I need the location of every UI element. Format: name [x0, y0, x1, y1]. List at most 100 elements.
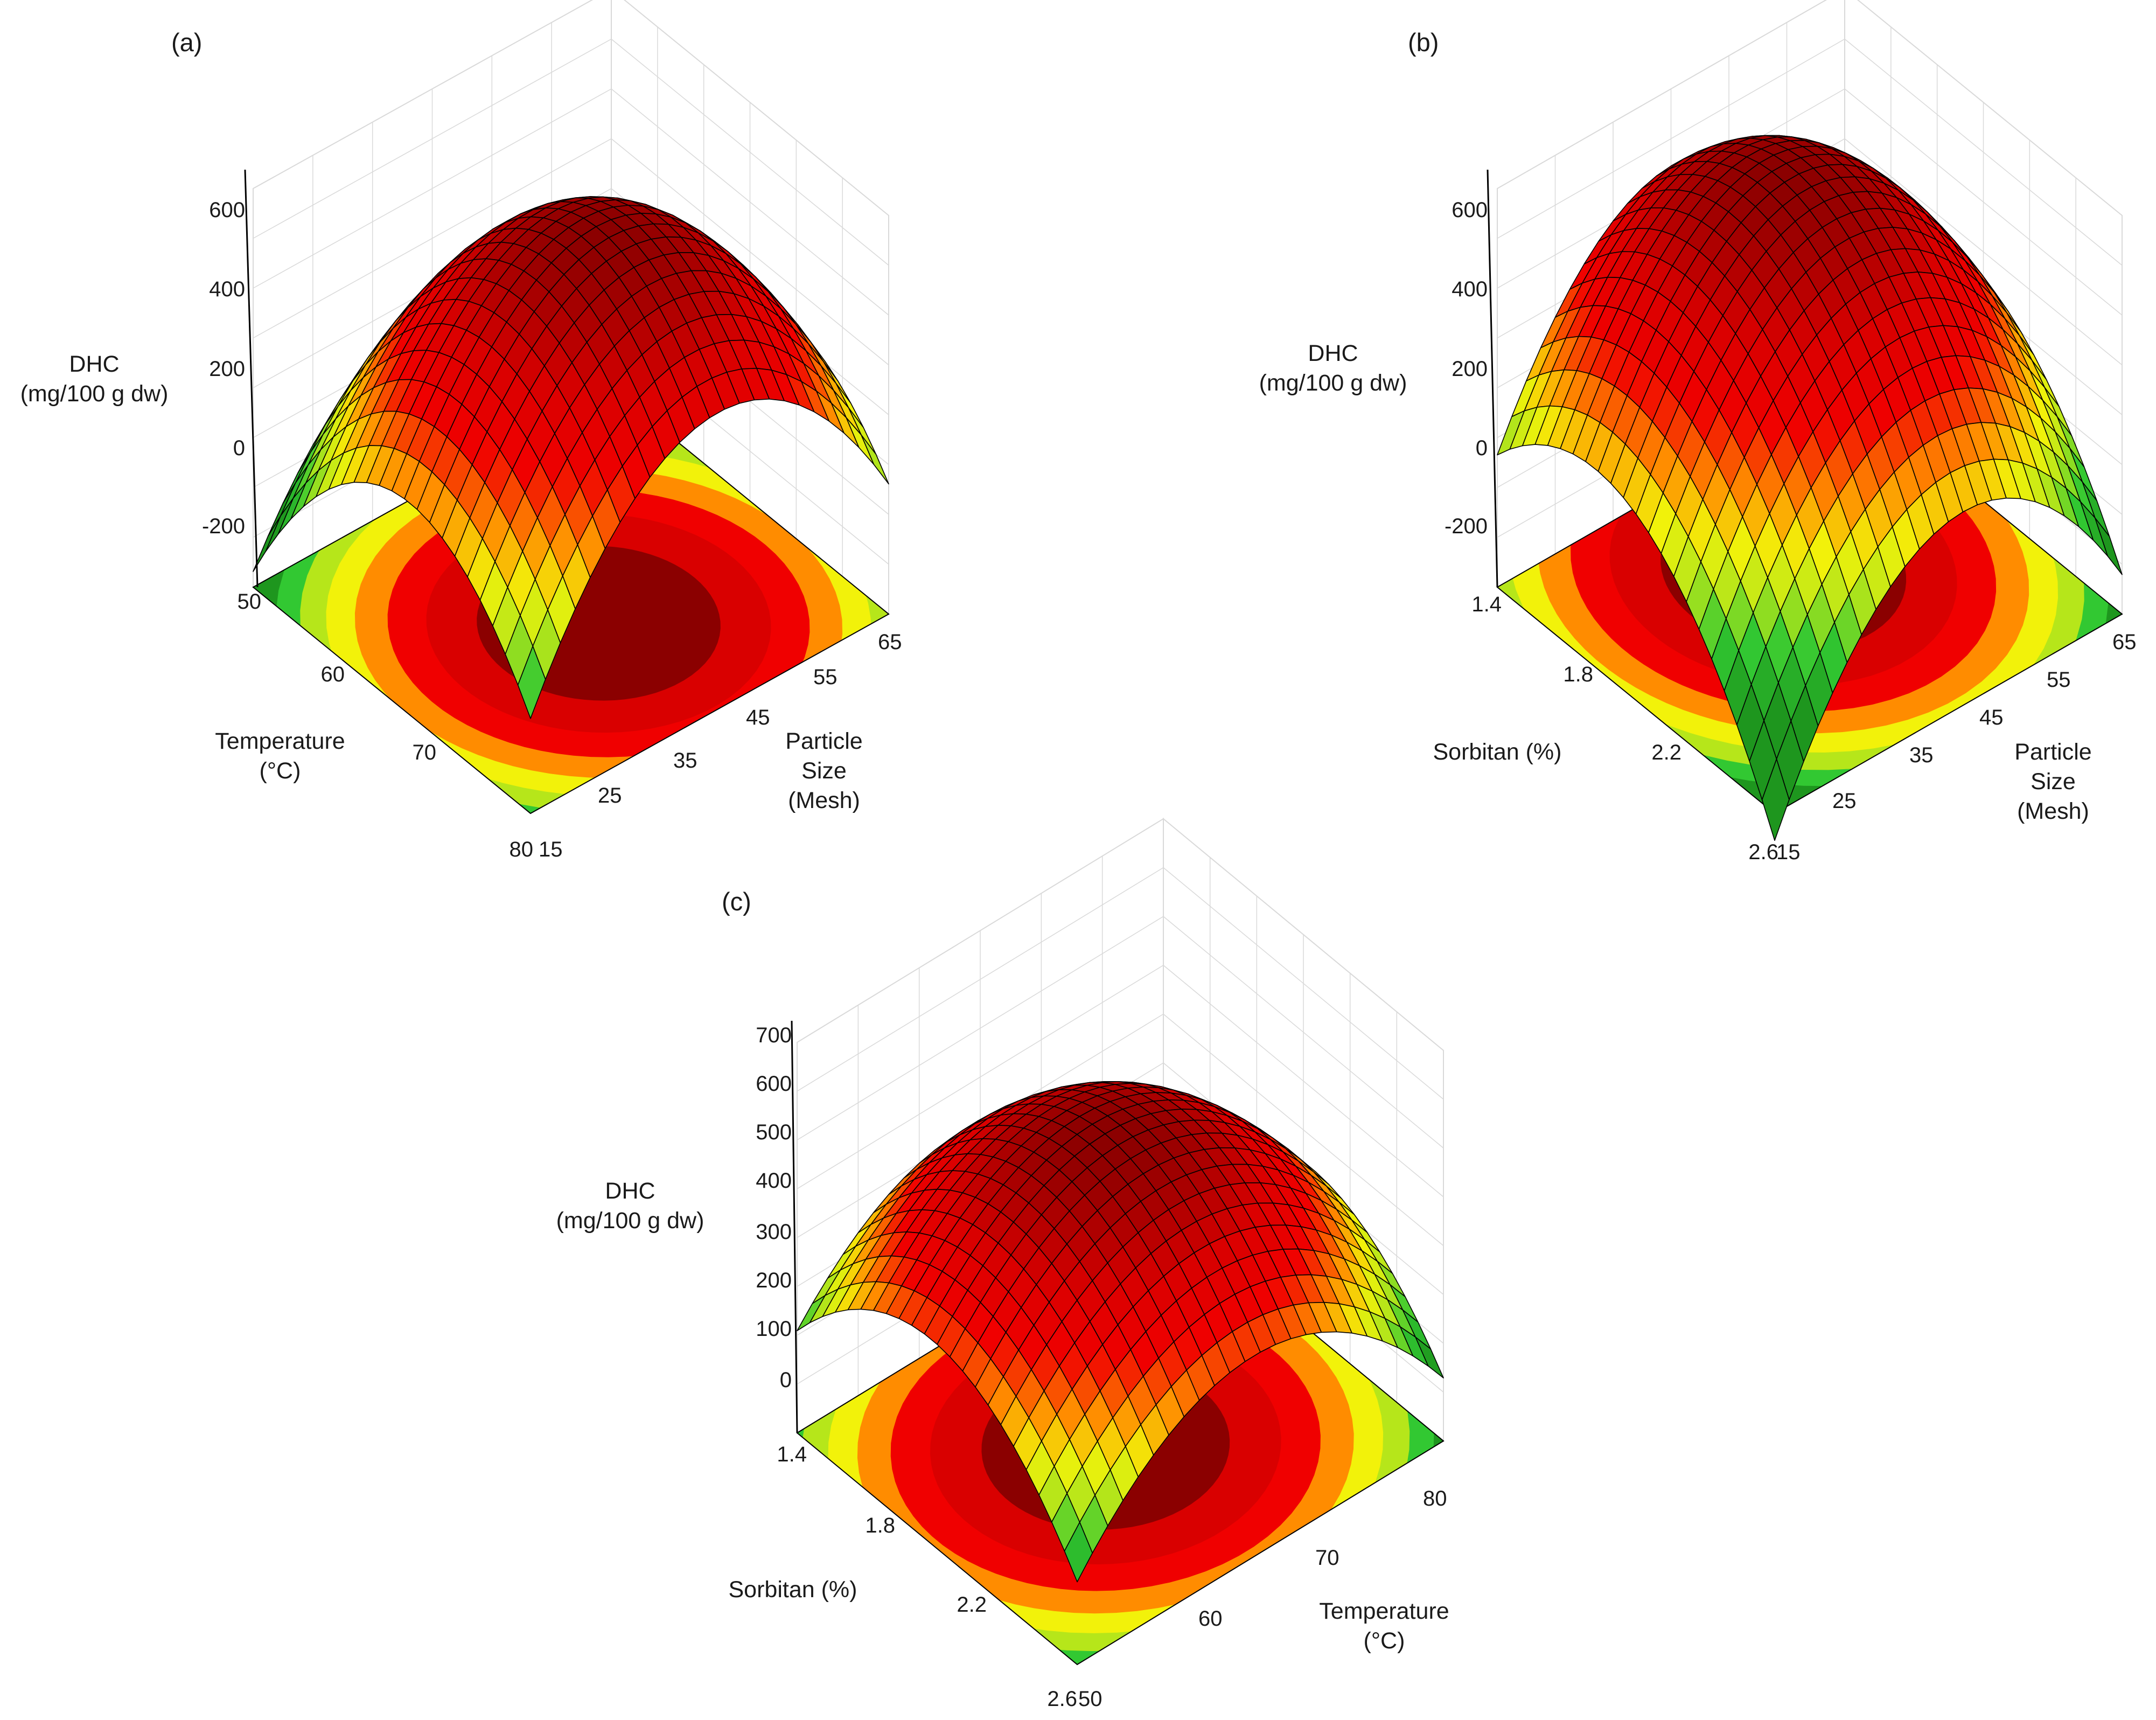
- panel-b-z-ticks: 600 400 200 0 -200: [1445, 198, 1488, 538]
- z-tick: 0: [1476, 436, 1488, 460]
- z-axis-label-line: DHC: [69, 351, 119, 377]
- panel-a-label: (a): [171, 28, 202, 57]
- x-tick: 45: [1979, 706, 2004, 729]
- y-tick: 80: [510, 838, 534, 861]
- y-tick: 60: [321, 663, 345, 686]
- panel-c-label: (c): [722, 887, 751, 916]
- y-tick: 2.6: [1047, 1687, 1077, 1711]
- z-tick: 600: [209, 198, 245, 222]
- y-tick: 1.8: [865, 1514, 895, 1537]
- z-tick: 400: [1452, 277, 1488, 301]
- x-tick: 45: [746, 706, 770, 729]
- x-tick: 80: [1423, 1487, 1447, 1510]
- panel-a-y-label: Temperature (°C): [215, 728, 345, 784]
- panel-b-x-label: Particle Size (Mesh): [2014, 739, 2091, 824]
- x-tick: 25: [1832, 789, 1857, 813]
- panel-b-surface: [1497, 135, 2123, 841]
- panel-c-x-label: Temperature (°C): [1319, 1598, 1449, 1654]
- panel-a-y-ticks: 80 70 60 50: [238, 590, 534, 861]
- z-tick: 0: [780, 1368, 792, 1392]
- x-tick: 25: [598, 784, 622, 807]
- panel-b-z-axis: [1487, 169, 1498, 588]
- x-axis-label-line: Particle: [2014, 739, 2091, 765]
- z-tick: 300: [756, 1220, 792, 1244]
- z-tick: 0: [233, 436, 245, 460]
- panel-b: (b) 600 400 200 0 -200 DHC (mg/100 g dw)…: [1259, 0, 2137, 864]
- panel-c-x-ticks: 50 60 70 80: [1078, 1487, 1447, 1711]
- x-tick: 35: [1909, 743, 1934, 767]
- panel-a-surface: [253, 196, 889, 719]
- panel-b-y-ticks: 2.6 2.2 1.8 1.4: [1471, 593, 1778, 864]
- x-axis-label-line: (Mesh): [788, 788, 860, 813]
- surface-cell: [1064, 1522, 1093, 1583]
- panel-a-z-ticks: 600 400 200 0 -200: [202, 198, 245, 538]
- x-axis-label-line: (Mesh): [2017, 798, 2089, 824]
- panel-a-x-ticks: 15 25 35 45 55 65: [539, 630, 902, 861]
- y-tick: 2.6: [1748, 840, 1778, 864]
- z-tick: 500: [756, 1120, 792, 1144]
- y-tick: 2.2: [957, 1593, 987, 1617]
- z-axis-label-line: (mg/100 g dw): [556, 1208, 704, 1234]
- z-tick: 700: [756, 1023, 792, 1047]
- x-tick: 35: [673, 749, 697, 772]
- z-axis-label-line: DHC: [605, 1178, 655, 1204]
- y-tick: 50: [238, 590, 262, 614]
- panel-c-y-label: Sorbitan (%): [729, 1577, 857, 1603]
- y-axis-label-line: (°C): [260, 758, 301, 784]
- y-tick: 1.8: [1563, 663, 1593, 686]
- x-tick: 65: [2112, 630, 2137, 654]
- panel-c-z-label: DHC (mg/100 g dw): [556, 1178, 704, 1234]
- y-tick: 1.4: [1471, 593, 1502, 616]
- surface-cell: [1761, 758, 1790, 841]
- x-tick: 55: [813, 665, 838, 689]
- x-axis-label-line: Temperature: [1319, 1598, 1449, 1624]
- z-tick: 100: [756, 1317, 792, 1341]
- panel-a: (a) 600 400 200 0 -200 DHC (mg/100 g dw)…: [20, 0, 902, 861]
- panel-c-z-axis: [791, 1020, 798, 1433]
- z-tick: 200: [1452, 357, 1488, 381]
- y-axis-label-line: Sorbitan (%): [1433, 739, 1562, 765]
- panel-b-z-label: DHC (mg/100 g dw): [1259, 340, 1407, 396]
- x-axis-label-line: Size: [2031, 769, 2076, 795]
- panel-c: (c) 700 600 500 400 300 200 100 0 DHC (m…: [556, 817, 1449, 1711]
- x-tick: 60: [1198, 1607, 1223, 1631]
- y-axis-label-line: Temperature: [215, 728, 345, 754]
- z-tick: 600: [1452, 198, 1488, 222]
- z-tick: 600: [756, 1072, 792, 1096]
- x-tick: 65: [878, 630, 902, 654]
- x-axis-label-line: Size: [801, 758, 847, 784]
- x-axis-label-line: Particle: [785, 728, 862, 754]
- x-tick: 15: [1776, 840, 1801, 864]
- z-tick: 400: [209, 277, 245, 301]
- x-tick: 50: [1078, 1687, 1103, 1711]
- z-tick: -200: [1445, 514, 1488, 538]
- y-tick: 2.2: [1651, 741, 1681, 764]
- z-axis-label-line: (mg/100 g dw): [20, 381, 169, 407]
- x-axis-label-line: (°C): [1364, 1628, 1405, 1654]
- panel-c-y-ticks: 2.6 2.2 1.8 1.4: [777, 1443, 1077, 1711]
- z-tick: 200: [756, 1269, 792, 1292]
- surface-cell: [265, 497, 294, 552]
- panel-c-surface: [797, 1081, 1444, 1583]
- y-axis-label-line: Sorbitan (%): [729, 1577, 857, 1603]
- panel-a-z-label: DHC (mg/100 g dw): [20, 351, 169, 407]
- z-tick: -200: [202, 514, 245, 538]
- z-tick: 400: [756, 1169, 792, 1193]
- panel-b-label: (b): [1408, 28, 1439, 57]
- z-axis-label-line: (mg/100 g dw): [1259, 370, 1407, 396]
- surface-cell: [861, 434, 889, 485]
- panel-c-z-ticks: 700 600 500 400 300 200 100 0: [756, 1023, 792, 1392]
- y-tick: 1.4: [777, 1443, 807, 1466]
- panel-b-x-ticks: 15 25 35 45 55 65: [1776, 630, 2137, 864]
- panel-b-y-label: Sorbitan (%): [1433, 739, 1562, 765]
- surface-cell: [517, 645, 546, 719]
- x-tick: 55: [2047, 668, 2071, 692]
- x-tick: 15: [539, 838, 563, 861]
- z-axis-label-line: DHC: [1308, 340, 1358, 366]
- x-tick: 70: [1315, 1546, 1339, 1570]
- y-tick: 70: [413, 741, 437, 764]
- panel-a-z-axis: [244, 169, 259, 588]
- z-tick: 200: [209, 357, 245, 381]
- panel-a-x-label: Particle Size (Mesh): [785, 728, 862, 813]
